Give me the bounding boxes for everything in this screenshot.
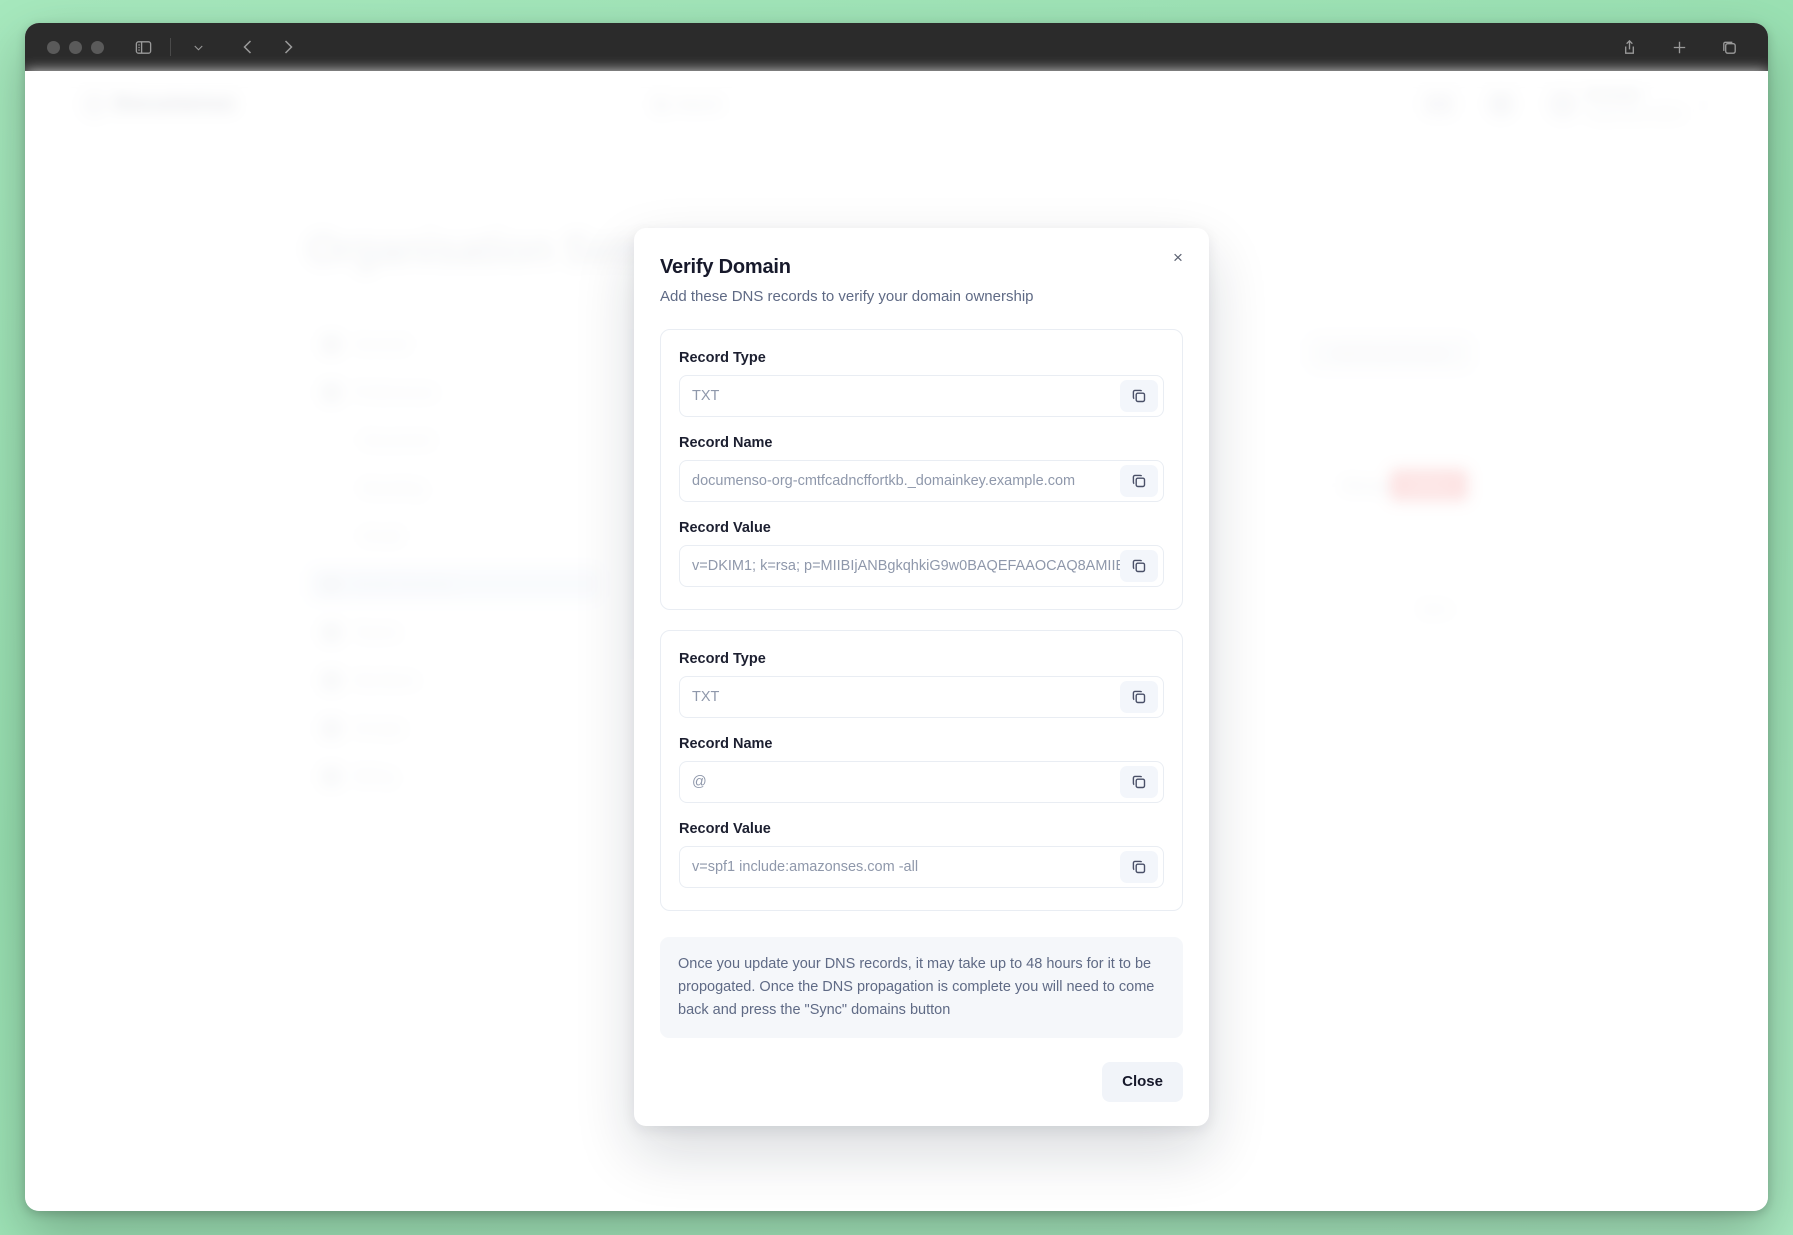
field-label: Record Name (679, 435, 773, 451)
copy-icon[interactable] (1120, 465, 1158, 497)
record-value-value[interactable]: v=DKIM1; k=rsa; p=MIIBIjANBgkqhkiG9w0BAQ… (692, 558, 1120, 574)
verify-domain-dialog: × Verify Domain Add these DNS records to… (634, 228, 1209, 1126)
field-label: Record Value (679, 821, 771, 837)
propagation-notice: Once you update your DNS records, it may… (660, 937, 1183, 1038)
record-name-value[interactable]: @ (692, 774, 707, 790)
field-label: Record Type (679, 651, 766, 667)
record-type-field: Record Type TXT (679, 651, 1164, 718)
dialog-title: Verify Domain (660, 256, 791, 278)
window-traffic-lights (47, 40, 104, 54)
forward-arrow-icon[interactable] (271, 32, 305, 62)
record-name-field: Record Name documenso-org-cmtfcadncffort… (679, 435, 1164, 502)
sidebar-icon[interactable] (126, 32, 160, 62)
record-value-field: Record Value v=DKIM1; k=rsa; p=MIIBIjANB… (679, 520, 1164, 587)
copy-icon[interactable] (1120, 380, 1158, 412)
copy-icon[interactable] (1120, 766, 1158, 798)
dialog-subtitle: Add these DNS records to verify your dom… (660, 288, 1034, 305)
minimize-window-button[interactable] (69, 40, 82, 54)
maximize-window-button[interactable] (91, 40, 104, 54)
close-button[interactable]: Close (1102, 1061, 1183, 1102)
record-name-field: Record Name @ (679, 736, 1164, 803)
browser-window: Documenso Search Example Organisation Ad… (25, 23, 1768, 1211)
back-arrow-icon[interactable] (231, 32, 265, 62)
tab-overview-icon[interactable] (1712, 32, 1746, 62)
copy-icon[interactable] (1120, 851, 1158, 883)
record-value-field: Record Value v=spf1 include:amazonses.co… (679, 821, 1164, 888)
field-label: Record Value (679, 520, 771, 536)
copy-icon[interactable] (1120, 681, 1158, 713)
copy-icon[interactable] (1120, 550, 1158, 582)
record-type-field: Record Type TXT (679, 350, 1164, 417)
dns-record-card: Record Type TXT Record Name @ (660, 630, 1183, 911)
record-name-value[interactable]: documenso-org-cmtfcadncffortkb._domainke… (692, 473, 1076, 489)
browser-titlebar (25, 23, 1768, 71)
plus-icon[interactable] (1662, 32, 1696, 62)
field-label: Record Name (679, 736, 773, 752)
close-icon[interactable]: × (1173, 247, 1183, 267)
close-window-button[interactable] (47, 40, 60, 54)
field-label: Record Type (679, 350, 766, 366)
chevron-down-icon[interactable] (181, 32, 215, 62)
dns-record-card: Record Type TXT Record Name documenso-or… (660, 329, 1183, 610)
share-icon[interactable] (1612, 32, 1646, 62)
record-value-value[interactable]: v=spf1 include:amazonses.com -all (692, 859, 919, 875)
record-type-value[interactable]: TXT (692, 388, 720, 404)
record-type-value[interactable]: TXT (692, 689, 720, 705)
toolbar-divider (170, 38, 171, 56)
